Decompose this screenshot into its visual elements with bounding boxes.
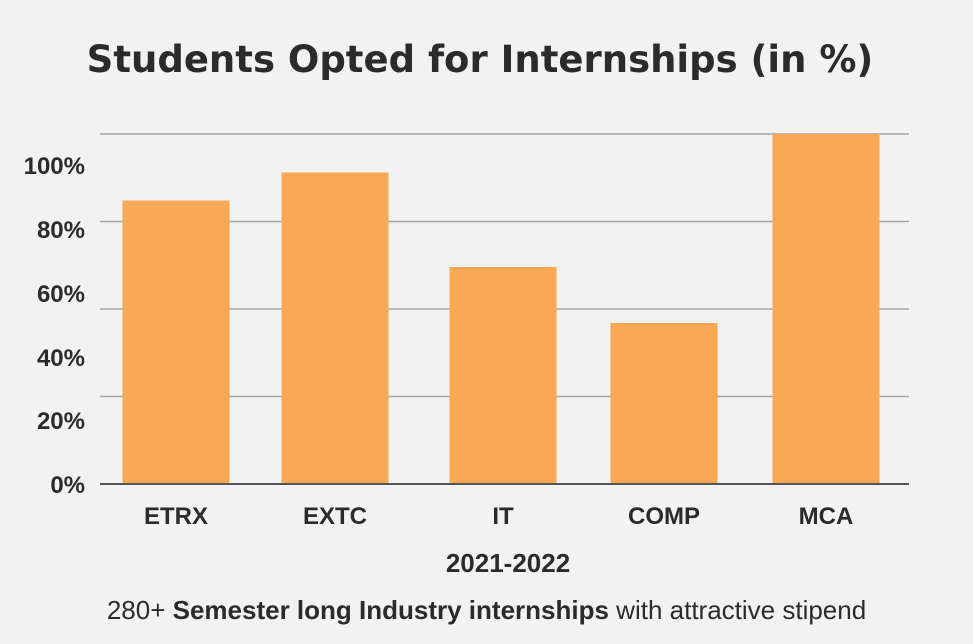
x-tick-label: IT (492, 503, 514, 530)
bar-comp (610, 323, 718, 484)
x-tick-label: ETRX (144, 503, 208, 530)
y-tick-label: 20% (37, 408, 85, 435)
x-tick-label: MCA (799, 503, 854, 530)
footer-count: 280+ (106, 595, 166, 625)
footer-caption: 280+ Semester long Industry internships … (0, 595, 973, 626)
x-axis-label: 2021-2022 (445, 548, 571, 578)
y-tick-label: 100% (24, 153, 85, 180)
y-tick-label: 0% (50, 472, 85, 499)
bar-extc (281, 172, 389, 484)
footer-rest-text: with attractive stipend (616, 595, 867, 625)
bar-mca (772, 134, 880, 484)
bar-etrx (122, 200, 230, 484)
bar-it (449, 267, 557, 484)
y-tick-label: 60% (37, 281, 85, 308)
x-tick-label: COMP (628, 503, 700, 530)
x-tick-label: EXTC (303, 503, 367, 530)
footer-bold-text: Semester long Industry internships (172, 595, 609, 625)
chart-title: Students Opted for Internships (in %) (86, 38, 874, 81)
y-tick-label: 80% (37, 217, 85, 244)
y-tick-label: 40% (37, 345, 85, 372)
